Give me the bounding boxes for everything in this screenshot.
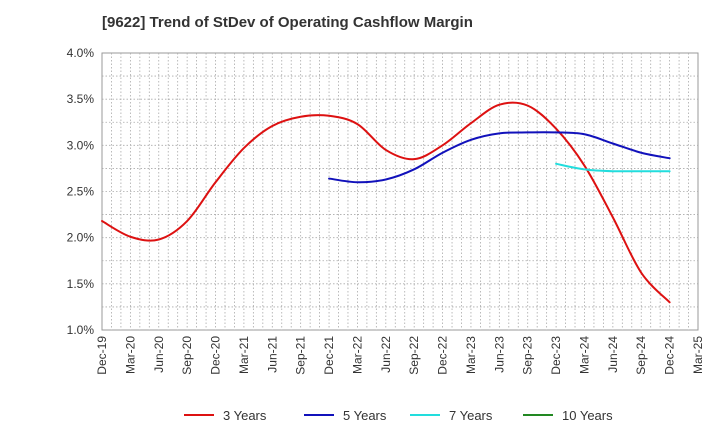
x-axis-ticks: Dec-19 Mar-20 Jun-20 Sep-20 Dec-20 Mar-21 Jun-… (95, 336, 705, 375)
y-tick-label: 1.0% (67, 323, 95, 337)
x-tick-label: Jun-21 (265, 336, 279, 373)
series-line-5-years (328, 131, 671, 184)
x-tick-label: Dec-20 (209, 336, 223, 375)
x-tick-label: Jun-24 (606, 336, 620, 373)
legend-label-10-years: 10 Years (562, 408, 613, 423)
y-tick-label: 4.0% (67, 46, 95, 60)
series-line-3-years (101, 101, 671, 304)
y-tick-label: 2.0% (67, 231, 95, 245)
y-tick-label: 2.5% (67, 185, 95, 199)
x-tick-label: Sep-23 (521, 336, 535, 375)
x-tick-label: Jun-20 (152, 336, 166, 373)
y-tick-label: 3.5% (67, 92, 95, 106)
legend-label-7-years: 7 Years (449, 408, 493, 423)
grid-lines (102, 53, 698, 330)
y-axis-ticks: 1.0% 1.5% 2.0% 2.5% 3.0% 3.5% 4.0% (67, 46, 95, 337)
x-tick-label: Dec-21 (322, 336, 336, 375)
x-tick-label: Jun-22 (379, 336, 393, 373)
x-tick-label: Dec-23 (549, 336, 563, 375)
x-tick-label: Mar-23 (464, 336, 478, 374)
x-tick-label: Sep-22 (407, 336, 421, 375)
x-tick-label: Jun-23 (492, 336, 506, 373)
series-line-7-years (555, 162, 671, 173)
x-tick-label: Sep-24 (634, 336, 648, 375)
x-tick-label: Mar-21 (237, 336, 251, 374)
x-tick-label: Dec-19 (95, 336, 109, 375)
x-tick-label: Sep-21 (294, 336, 308, 375)
legend: 3 Years 5 Years 7 Years 10 Years (184, 408, 613, 423)
x-tick-label: Mar-22 (350, 336, 364, 374)
legend-label-5-years: 5 Years (343, 408, 387, 423)
chart-title: [9622] Trend of StDev of Operating Cashf… (102, 14, 473, 31)
y-tick-label: 1.5% (67, 277, 95, 291)
x-tick-label: Dec-24 (663, 336, 677, 375)
x-tick-label: Dec-22 (436, 336, 450, 375)
legend-label-3-years: 3 Years (223, 408, 267, 423)
x-tick-label: Mar-25 (691, 336, 705, 374)
x-tick-label: Mar-24 (577, 336, 591, 374)
y-tick-label: 3.0% (67, 138, 95, 152)
series-lines (101, 101, 671, 304)
x-tick-label: Mar-20 (123, 336, 137, 374)
x-tick-label: Sep-20 (180, 336, 194, 375)
